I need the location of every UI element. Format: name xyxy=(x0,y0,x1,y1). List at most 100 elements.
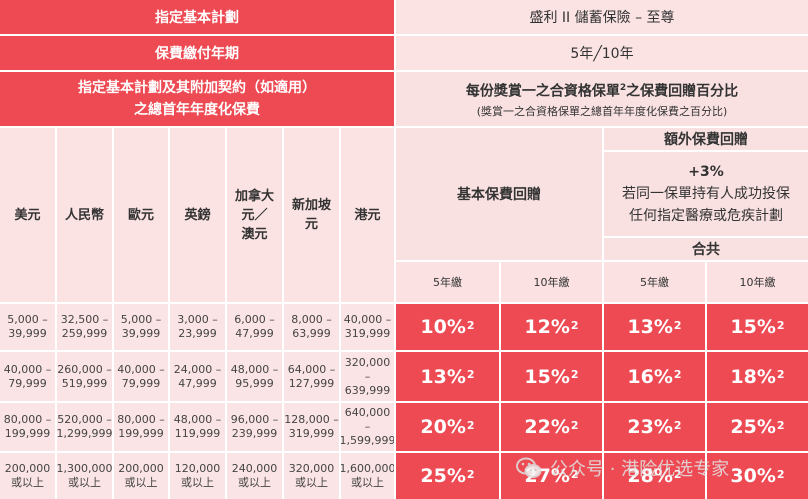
footnote-sup: 2 xyxy=(673,318,682,332)
footnote-sup: 2 xyxy=(776,467,785,481)
range-line: 或以上 xyxy=(351,476,384,489)
premium-range-cell: 64,000 –127,999 xyxy=(284,352,339,401)
footnote-sup: 2 xyxy=(570,368,579,381)
rebate-pct: 18% xyxy=(730,365,776,388)
range-line: 或以上 xyxy=(68,476,101,489)
rebate-pct-cell: 20% 2 xyxy=(396,403,499,451)
currency-header: 新加坡元 xyxy=(284,128,339,302)
footnote-sup: 2 xyxy=(466,418,475,432)
rebate-pct-cell: 25% 2 xyxy=(396,453,499,499)
rebate-pct: 13% xyxy=(420,365,466,388)
range-line: 120,000 xyxy=(174,462,221,475)
plan-label: 指定基本計劃 xyxy=(0,0,394,34)
rebate-pct-cell: 10% 2 xyxy=(396,304,499,350)
premium-range-cell: 24,000 –47,999 xyxy=(170,352,225,401)
term-value-text: 5年╱10年 xyxy=(570,46,634,62)
rebate-pct-cell: 18% 2 xyxy=(707,352,808,401)
currency-label: 元／ xyxy=(241,207,268,223)
rebate-pct-cell: 28% 2 xyxy=(604,453,705,499)
premium-range-cell: 5,000 –39,999 xyxy=(114,304,168,350)
premium-range-cell: 40,000 –79,999 xyxy=(114,352,168,401)
term-col-10y-basic: 10年繳 xyxy=(501,262,602,302)
footnote-sup: 2 xyxy=(466,318,475,332)
range-line: 79,999 xyxy=(121,376,161,390)
term-col-text: 5年繳 xyxy=(433,276,462,289)
range-line: 200,000 xyxy=(4,462,51,475)
rebate-pct: 30% xyxy=(730,465,776,487)
rebate-pct: 15% xyxy=(730,316,776,338)
footnote-sup: 2 xyxy=(776,368,785,381)
term-label: 保費繳付年期 xyxy=(0,36,394,70)
range-line: 40,000 – xyxy=(343,313,392,326)
premium-range-cell: 320,000 –639,999 xyxy=(341,352,394,401)
currency-label: 美元 xyxy=(14,207,41,223)
range-line: 1,600,000 xyxy=(341,462,394,475)
rebate-pct-cell: 15% 2 xyxy=(707,304,808,350)
rebate-pct: 25% xyxy=(730,416,776,438)
rebate-pct: 12% xyxy=(524,316,570,338)
basic-rebate-text: 基本保費回贈 xyxy=(457,187,541,203)
plan-label-text: 指定基本計劃 xyxy=(155,10,239,26)
rebate-pct-cell: 16% 2 xyxy=(604,352,705,401)
range-line: 199,999 xyxy=(118,427,164,440)
range-line: 24,000 – xyxy=(173,362,222,376)
range-line: 320,000 – xyxy=(344,355,391,383)
range-line: 或以上 xyxy=(124,476,158,489)
premium-range-cell: 48,000 –95,999 xyxy=(227,352,282,401)
range-line: 96,000 – xyxy=(230,413,279,426)
range-line: 200,000 xyxy=(118,462,164,475)
bonus-title-main: 每份獎賞一之合資格保單 xyxy=(465,83,620,100)
premium-range-cell: 120,000 或以上 xyxy=(170,453,225,499)
premium-range-cell: 320,000 或以上 xyxy=(284,453,339,499)
footnote-sup: 2 xyxy=(673,368,682,381)
total-header: 合共 xyxy=(604,238,808,260)
range-line: 259,999 xyxy=(61,327,108,340)
basic-rebate-header: 基本保費回贈 xyxy=(396,128,602,260)
extra-line-1: 若同一保單持有人成功投保 xyxy=(622,186,790,202)
premium-range-cell: 6,000 –47,999 xyxy=(227,304,282,350)
term-col-text: 5年繳 xyxy=(640,276,669,289)
range-line: 40,000 – xyxy=(117,362,165,376)
range-line: 48,000 – xyxy=(230,362,279,376)
premium-range-cell: 200,000 或以上 xyxy=(114,453,168,499)
term-col-text: 10年繳 xyxy=(533,276,570,289)
rebate-pct: 16% xyxy=(627,365,673,388)
premium-range-cell: 3,000 –23,999 xyxy=(170,304,225,350)
premium-header: 指定基本計劃及其附加契約（如適用） 之總首年年度化保費 xyxy=(0,72,394,126)
rebate-pct-cell: 30% 2 xyxy=(707,453,808,499)
premium-range-cell: 200,000 或以上 xyxy=(0,453,55,499)
range-line: 519,999 xyxy=(61,376,108,390)
footnote-sup: 2 xyxy=(570,318,579,332)
premium-range-cell: 1,600,000 或以上 xyxy=(341,453,394,499)
rebate-pct-cell: 25% 2 xyxy=(707,403,808,451)
rebate-pct: 27% xyxy=(524,465,570,487)
range-line: 1,299,999 xyxy=(57,427,112,440)
term-value: 5年╱10年 xyxy=(396,36,808,70)
range-line: 5,000 – xyxy=(7,313,48,326)
extra-rebate-detail: +3% 若同一保單持有人成功投保 任何指定醫療或危疾計劃 xyxy=(604,152,808,236)
range-line: 47,999 xyxy=(178,376,217,390)
premium-range-cell: 240,000 或以上 xyxy=(227,453,282,499)
currency-header: 美元 xyxy=(0,128,55,302)
footnote-sup: 2 xyxy=(466,467,475,481)
footnote-sup: 2 xyxy=(570,467,579,481)
footnote-sup: 2 xyxy=(466,368,475,381)
bonus-header: 每份獎賞一之合資格保單2之保費回贈百分比 (獎賞一之合資格保單之總首年年度化保費… xyxy=(396,72,808,126)
currency-header: 英鎊 xyxy=(170,128,225,302)
currency-label: 英鎊 xyxy=(184,207,211,223)
currency-label: 人民幣 xyxy=(64,207,104,223)
term-col-5y-basic: 5年繳 xyxy=(396,262,499,302)
range-line: 39,999 xyxy=(8,327,47,340)
premium-range-cell: 32,500 –259,999 xyxy=(57,304,112,350)
premium-range-cell: 80,000 –199,999 xyxy=(0,403,55,451)
range-line: 40,000 – xyxy=(3,362,52,376)
range-line: 8,000 – xyxy=(291,313,332,326)
range-line: 320,000 xyxy=(288,462,335,475)
plan-value: 盛利 II 儲蓄保險 – 至尊 xyxy=(396,0,808,34)
premium-range-cell: 40,000 –79,999 xyxy=(0,352,55,401)
rebate-pct-cell: 13% 2 xyxy=(604,304,705,350)
range-line: 48,000 – xyxy=(173,413,222,426)
footnote-sup: 2 xyxy=(776,318,785,332)
range-line: 63,999 xyxy=(292,327,331,340)
